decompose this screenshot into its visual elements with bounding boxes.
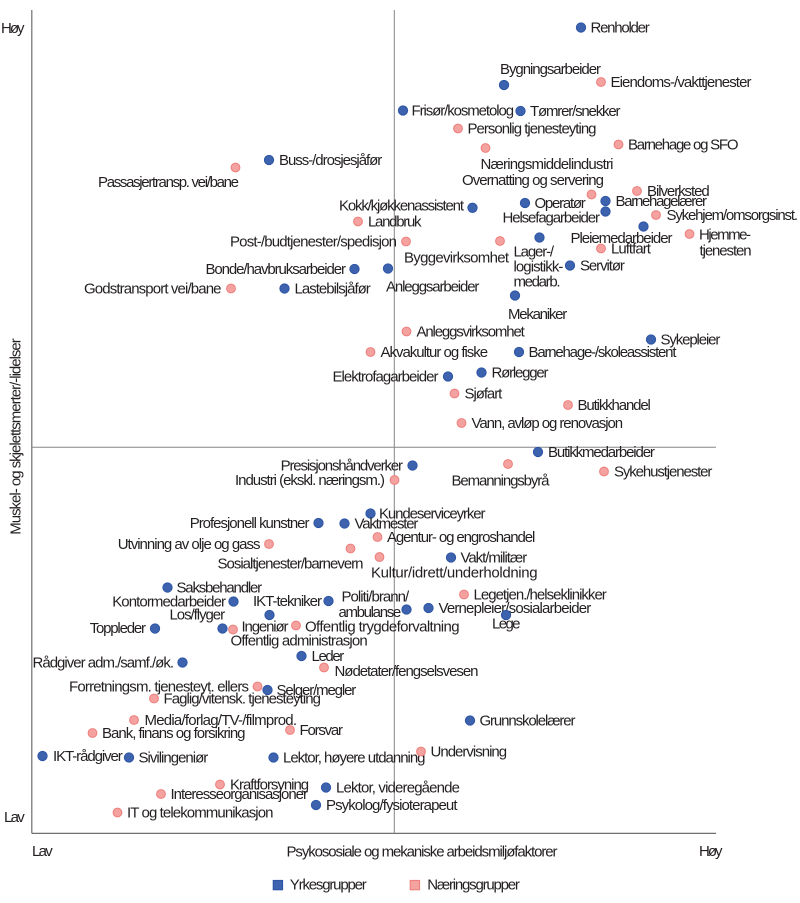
- svg-text:Lav: Lav: [4, 809, 25, 826]
- svg-text:tjenesten: tjenesten: [700, 243, 752, 260]
- svg-text:Barnehagelærer: Barnehagelærer: [616, 193, 708, 210]
- svg-text:Industri (ekskl. næringsm.): Industri (ekskl. næringsm.): [235, 472, 385, 489]
- svg-text:Renholder: Renholder: [591, 20, 650, 37]
- svg-text:Psykososiale og mekaniske arbe: Psykososiale og mekaniske arbeidsmiljøfa…: [287, 844, 558, 861]
- svg-text:IT og telekommunikasjon: IT og telekommunikasjon: [127, 805, 274, 822]
- svg-text:Barnehage og SFO: Barnehage og SFO: [628, 137, 739, 154]
- svg-text:Personlig tjenesteyting: Personlig tjenesteyting: [468, 121, 597, 138]
- svg-text:Post-/budtjenester/spedisjon: Post-/budtjenester/spedisjon: [230, 234, 397, 251]
- svg-text:IKT-tekniker: IKT-tekniker: [253, 593, 322, 610]
- svg-text:Sjøfart: Sjøfart: [465, 386, 504, 403]
- svg-text:Anleggsarbeider: Anleggsarbeider: [386, 279, 479, 296]
- svg-text:Høy: Høy: [699, 843, 723, 860]
- svg-text:Yrkesgrupper: Yrkesgrupper: [290, 877, 367, 894]
- svg-text:Høy: Høy: [1, 20, 25, 37]
- svg-text:Sosialtjenester/barnevern: Sosialtjenester/barnevern: [218, 556, 364, 573]
- svg-text:Lastebilsjåfør: Lastebilsjåfør: [295, 281, 371, 298]
- svg-text:Operatør: Operatør: [535, 195, 586, 212]
- svg-text:Tømrer/snekker: Tømrer/snekker: [530, 103, 621, 120]
- svg-text:Saksbehandler: Saksbehandler: [177, 580, 263, 597]
- svg-text:Eiendoms-/vakttjenester: Eiendoms-/vakttjenester: [611, 74, 752, 91]
- svg-text:Kokk/kjøkkenassistent: Kokk/kjøkkenassistent: [339, 198, 465, 215]
- svg-text:Helsefagarbeider: Helsefagarbeider: [503, 210, 601, 227]
- svg-text:ambulanse: ambulanse: [339, 604, 402, 621]
- svg-text:Politi/brann/: Politi/brann/: [342, 589, 411, 606]
- svg-text:medarb.: medarb.: [514, 274, 561, 291]
- svg-text:Vernepleier/sosialarbeider: Vernepleier/sosialarbeider: [439, 600, 592, 617]
- svg-text:Bygningsarbeider: Bygningsarbeider: [500, 61, 601, 78]
- svg-text:Ingeniør: Ingeniør: [242, 619, 289, 636]
- svg-text:Butikkmedarbeider: Butikkmedarbeider: [548, 444, 655, 461]
- svg-text:Legetjen./helseklinikker: Legetjen./helseklinikker: [474, 587, 607, 604]
- svg-text:Presisjonshåndverker: Presisjonshåndverker: [281, 458, 403, 475]
- svg-text:Offentlig trygdeforvaltning: Offentlig trygdeforvaltning: [305, 619, 460, 636]
- svg-text:Forsvar: Forsvar: [300, 722, 344, 739]
- svg-text:Kraftforsyning: Kraftforsyning: [230, 777, 309, 794]
- svg-text:Muskel- og skjelettsmerter/-li: Muskel- og skjelettsmerter/-lidelser: [8, 338, 25, 535]
- svg-text:Utvinning av olje og gass: Utvinning av olje og gass: [118, 536, 261, 553]
- svg-text:Anleggsvirksomhet: Anleggsvirksomhet: [417, 324, 526, 341]
- svg-text:Psykolog/fysioterapeut: Psykolog/fysioterapeut: [326, 797, 458, 814]
- svg-text:Næringsgrupper: Næringsgrupper: [427, 877, 520, 894]
- svg-text:Kontormedarbeider: Kontormedarbeider: [112, 593, 226, 610]
- svg-text:Bemanningsbyrå: Bemanningsbyrå: [452, 473, 551, 490]
- svg-text:Agentur- og engroshandel: Agentur- og engroshandel: [387, 529, 535, 546]
- svg-text:Undervisning: Undervisning: [431, 744, 508, 761]
- svg-text:Grunnskolelærer: Grunnskolelærer: [480, 713, 576, 730]
- svg-text:Kundeserviceyrker: Kundeserviceyrker: [379, 506, 486, 523]
- svg-text:Lektor, videregående: Lektor, videregående: [336, 780, 460, 797]
- svg-text:Toppleder: Toppleder: [90, 620, 146, 637]
- svg-text:Faglig/vitensk. tjenesteyting: Faglig/vitensk. tjenesteyting: [164, 691, 322, 708]
- svg-text:Kultur/idrett/underholdning: Kultur/idrett/underholdning: [371, 565, 538, 582]
- svg-text:Interesseorganisasjoner: Interesseorganisasjoner: [171, 786, 309, 803]
- svg-text:Elektrofagarbeider: Elektrofagarbeider: [333, 369, 439, 386]
- svg-text:Barnehage-/skoleassistent: Barnehage-/skoleassistent: [529, 344, 678, 361]
- svg-text:logistikk-: logistikk-: [514, 259, 564, 276]
- svg-text:Frisør/kosmetolog: Frisør/kosmetolog: [412, 103, 515, 120]
- svg-text:Byggevirksomhet: Byggevirksomhet: [404, 250, 510, 267]
- svg-text:Godstransport vei/bane: Godstransport vei/bane: [84, 281, 222, 298]
- svg-text:Profesjonell kunstner: Profesjonell kunstner: [190, 515, 310, 532]
- svg-text:Leder: Leder: [312, 648, 345, 665]
- svg-text:Lav: Lav: [32, 843, 53, 860]
- svg-text:Akvakultur og fiske: Akvakultur og fiske: [381, 344, 489, 361]
- svg-text:Buss-/drosjesjåfør: Buss-/drosjesjåfør: [279, 152, 382, 169]
- svg-text:Vakt/militær: Vakt/militær: [461, 550, 528, 567]
- svg-text:IKT-rådgiver: IKT-rådgiver: [53, 748, 123, 765]
- svg-text:Servitør: Servitør: [580, 258, 625, 275]
- svg-text:Forretningsm. tjenesteyt. elle: Forretningsm. tjenesteyt. ellers: [69, 679, 249, 696]
- svg-text:Overnatting og servering: Overnatting og servering: [462, 172, 604, 189]
- svg-text:Næringsmiddelindustri: Næringsmiddelindustri: [481, 156, 614, 173]
- svg-text:Bank, finans og forsikring: Bank, finans og forsikring: [102, 725, 246, 742]
- svg-text:Lager-/: Lager-/: [514, 244, 555, 261]
- svg-text:Luftfart: Luftfart: [611, 241, 652, 258]
- svg-text:Hjemme-: Hjemme-: [699, 227, 751, 244]
- svg-text:Lege: Lege: [492, 616, 521, 633]
- svg-text:Sykepleier: Sykepleier: [661, 332, 721, 349]
- svg-text:Nødetater/fengselsvesen: Nødetater/fengselsvesen: [335, 663, 479, 680]
- svg-text:Rådgiver adm./samf./øk.: Rådgiver adm./samf./øk.: [33, 655, 175, 672]
- svg-text:Vaktmester: Vaktmester: [355, 516, 419, 533]
- svg-text:Sivilingeniør: Sivilingeniør: [139, 750, 209, 767]
- svg-text:Sykehustjenester: Sykehustjenester: [614, 464, 712, 481]
- svg-text:Selger/megler: Selger/megler: [277, 682, 357, 699]
- svg-text:Bilverksted: Bilverksted: [647, 183, 710, 200]
- svg-text:Bonde/havbruksarbeider: Bonde/havbruksarbeider: [206, 261, 347, 278]
- svg-text:Vann, avløp og renovasjon: Vann, avløp og renovasjon: [472, 415, 624, 432]
- svg-text:Pleiemedarbeider: Pleiemedarbeider: [571, 230, 673, 247]
- svg-text:Passasjertransp. vei/bane: Passasjertransp. vei/bane: [98, 174, 239, 191]
- svg-text:Lektor, høyere utdanning: Lektor, høyere utdanning: [283, 750, 426, 767]
- svg-text:Mekaniker: Mekaniker: [508, 306, 567, 323]
- svg-text:Butikkhandel: Butikkhandel: [578, 397, 651, 414]
- svg-text:Sykehjem/omsorgsinst.: Sykehjem/omsorgsinst.: [667, 207, 799, 224]
- svg-text:Offentlig administrasjon: Offentlig administrasjon: [231, 633, 368, 650]
- svg-text:Los/flyger: Los/flyger: [170, 607, 226, 624]
- svg-text:Media/forlag/TV-/filmprod.: Media/forlag/TV-/filmprod.: [145, 712, 298, 729]
- svg-text:Rørlegger: Rørlegger: [492, 365, 549, 382]
- svg-text:Landbruk: Landbruk: [368, 214, 422, 231]
